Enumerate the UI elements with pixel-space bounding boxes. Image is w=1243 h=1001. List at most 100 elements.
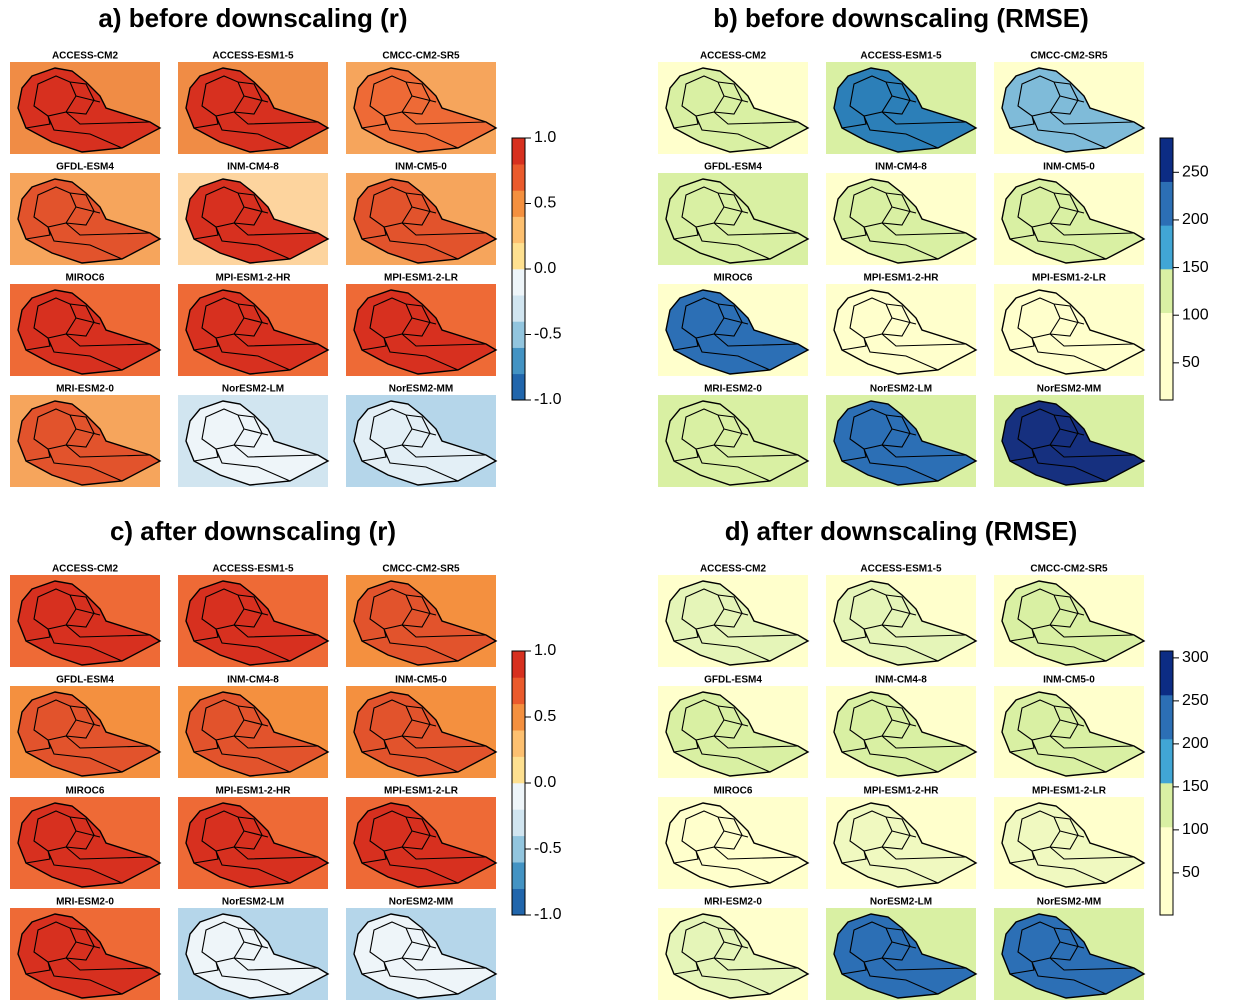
- colorbar-segment: [1160, 182, 1173, 226]
- model-name: INM-CM5-0: [1043, 675, 1095, 686]
- model-name: ACCESS-CM2: [52, 51, 119, 62]
- colorbar-segment: [512, 269, 525, 296]
- colorbar-tick-label: 0.5: [534, 195, 556, 212]
- model-name: ACCESS-CM2: [700, 564, 767, 575]
- colorbar-segment: [512, 704, 525, 731]
- colorbar-tick-label: 1.0: [534, 129, 556, 146]
- map-panel: MIROC6: [658, 273, 808, 376]
- model-name: CMCC-CM2-SR5: [1030, 51, 1108, 62]
- panel-title: a) before downscaling (r): [98, 3, 407, 33]
- model-name: GFDL-ESM4: [704, 162, 762, 173]
- panel-title: d) after downscaling (RMSE): [725, 516, 1077, 546]
- colorbar-tick-label: 100: [1182, 821, 1209, 838]
- map-panel: MPI-ESM1-2-LR: [994, 786, 1144, 889]
- model-name: MIROC6: [714, 273, 753, 284]
- map-panel: MRI-ESM2-0: [10, 384, 160, 487]
- model-name: MIROC6: [714, 786, 753, 797]
- colorbar-tick-label: 50: [1182, 864, 1200, 881]
- model-name: CMCC-CM2-SR5: [382, 564, 460, 575]
- model-name: MPI-ESM1-2-LR: [384, 786, 459, 797]
- page: a) before downscaling (r) ACCESS-CM2 ACCES…: [0, 0, 1243, 1001]
- map-panel: ACCESS-ESM1-5: [178, 51, 328, 154]
- colorbar-segment: [512, 862, 525, 889]
- model-name: MRI-ESM2-0: [56, 897, 114, 908]
- map-panel: INM-CM4-8: [178, 162, 328, 265]
- map-panel: ACCESS-CM2: [10, 51, 160, 154]
- colorbar-segment: [512, 138, 525, 165]
- model-name: MRI-ESM2-0: [704, 384, 762, 395]
- map-panel: CMCC-CM2-SR5: [994, 51, 1144, 154]
- map-panel: GFDL-ESM4: [658, 162, 808, 265]
- model-name: INM-CM4-8: [227, 162, 279, 173]
- model-name: ACCESS-ESM1-5: [860, 564, 942, 575]
- model-name: INM-CM5-0: [395, 162, 447, 173]
- map-panel: MPI-ESM1-2-HR: [178, 786, 328, 889]
- model-name: CMCC-CM2-SR5: [382, 51, 460, 62]
- colorbar-tick-label: 1.0: [534, 642, 556, 659]
- map-panel: NorESM2-LM: [178, 897, 328, 1000]
- colorbar-segment: [512, 677, 525, 704]
- colorbar-tick-label: -0.5: [534, 840, 562, 857]
- model-name: MIROC6: [66, 786, 105, 797]
- figure: a) before downscaling (r) ACCESS-CM2 ACCES…: [0, 0, 1243, 1001]
- model-name: MPI-ESM1-2-HR: [863, 786, 939, 797]
- colorbar-tick-label: 250: [1182, 692, 1209, 709]
- model-name: NorESM2-LM: [870, 384, 932, 395]
- map-panel: INM-CM4-8: [826, 162, 976, 265]
- model-name: MPI-ESM1-2-LR: [1032, 786, 1107, 797]
- model-name: GFDL-ESM4: [56, 162, 114, 173]
- model-name: MIROC6: [66, 273, 105, 284]
- colorbar-tick-label: 50: [1182, 354, 1200, 371]
- colorbar-segment: [512, 809, 525, 836]
- colorbar-tick-label: 200: [1182, 211, 1209, 228]
- colorbar-segment: [512, 321, 525, 348]
- map-panel: ACCESS-ESM1-5: [826, 51, 976, 154]
- model-name: MPI-ESM1-2-HR: [215, 786, 291, 797]
- model-name: INM-CM4-8: [227, 675, 279, 686]
- map-panel: ACCESS-CM2: [658, 564, 808, 667]
- colorbar-tick-label: 200: [1182, 735, 1209, 752]
- model-name: INM-CM5-0: [395, 675, 447, 686]
- model-name: MRI-ESM2-0: [704, 897, 762, 908]
- colorbar-segment: [512, 889, 525, 916]
- map-panel: INM-CM4-8: [826, 675, 976, 778]
- model-name: MRI-ESM2-0: [56, 384, 114, 395]
- map-panel: INM-CM5-0: [994, 675, 1144, 778]
- map-panel: ACCESS-ESM1-5: [826, 564, 976, 667]
- map-panel: INM-CM5-0: [994, 162, 1144, 265]
- map-panel: MRI-ESM2-0: [658, 897, 808, 1000]
- map-panel: MRI-ESM2-0: [10, 897, 160, 1000]
- model-name: NorESM2-MM: [1037, 384, 1101, 395]
- model-name: ACCESS-CM2: [700, 51, 767, 62]
- model-name: NorESM2-LM: [870, 897, 932, 908]
- map-panel: CMCC-CM2-SR5: [346, 564, 496, 667]
- model-name: NorESM2-MM: [389, 897, 453, 908]
- map-panel: NorESM2-MM: [994, 384, 1144, 487]
- colorbar-segment: [512, 783, 525, 810]
- model-name: MPI-ESM1-2-HR: [863, 273, 939, 284]
- map-panel: NorESM2-LM: [826, 384, 976, 487]
- colorbar-segment: [1160, 356, 1173, 400]
- colorbar-segment: [1160, 695, 1173, 739]
- model-name: GFDL-ESM4: [704, 675, 762, 686]
- map-panel: ACCESS-CM2: [658, 51, 808, 154]
- colorbar-tick-label: 150: [1182, 778, 1209, 795]
- map-panel: MPI-ESM1-2-LR: [346, 273, 496, 376]
- colorbar-segment: [512, 348, 525, 375]
- colorbar-tick-label: 0.0: [534, 260, 556, 277]
- model-name: ACCESS-ESM1-5: [860, 51, 942, 62]
- colorbar-tick-label: 300: [1182, 649, 1209, 666]
- colorbar-segment: [1160, 269, 1173, 313]
- map-panel: ACCESS-ESM1-5: [178, 564, 328, 667]
- model-name: ACCESS-CM2: [52, 564, 119, 575]
- colorbar-segment: [512, 374, 525, 401]
- model-name: INM-CM5-0: [1043, 162, 1095, 173]
- map-panel: MPI-ESM1-2-HR: [178, 273, 328, 376]
- model-name: MPI-ESM1-2-LR: [384, 273, 459, 284]
- colorbar-tick-label: 100: [1182, 306, 1209, 323]
- model-name: GFDL-ESM4: [56, 675, 114, 686]
- colorbar-segment: [1160, 225, 1173, 269]
- colorbar-tick-label: -0.5: [534, 326, 562, 343]
- colorbar-segment: [512, 217, 525, 244]
- colorbar-segment: [512, 243, 525, 269]
